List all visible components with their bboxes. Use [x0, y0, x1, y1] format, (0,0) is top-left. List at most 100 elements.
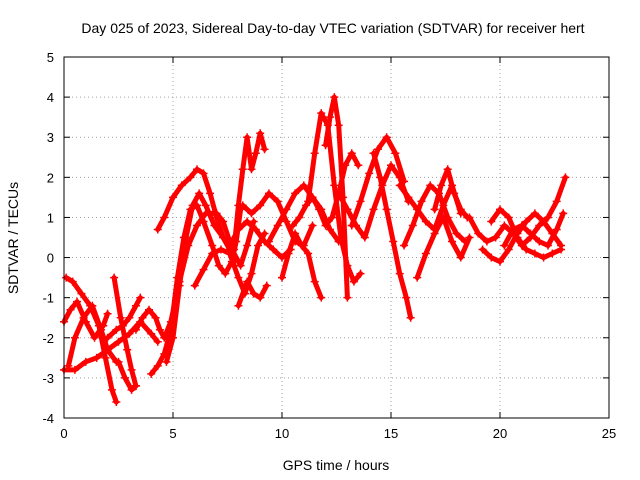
x-tick-label: 20	[493, 426, 507, 441]
data-point	[437, 181, 446, 190]
data-point	[530, 209, 539, 218]
data-point	[175, 281, 184, 290]
data-point	[334, 189, 343, 198]
data-point	[243, 241, 252, 250]
data-point	[301, 201, 310, 210]
data-point	[282, 217, 291, 226]
series-trace	[116, 359, 139, 393]
data-point	[526, 229, 535, 238]
data-series	[60, 93, 570, 406]
data-point	[131, 381, 140, 390]
data-point	[354, 161, 363, 170]
data-point	[216, 245, 225, 254]
data-point	[404, 193, 413, 202]
data-point	[243, 217, 252, 226]
data-point	[552, 225, 561, 234]
series-sat-e	[103, 293, 145, 342]
data-point	[382, 205, 391, 214]
data-point	[127, 385, 136, 394]
data-point	[238, 201, 247, 210]
y-tick-label: 2	[47, 170, 54, 185]
data-point	[81, 357, 90, 366]
data-point	[315, 205, 324, 214]
series-sat-af	[500, 209, 568, 250]
data-point	[299, 181, 308, 190]
y-tick-label: 0	[47, 251, 54, 266]
data-point	[308, 221, 317, 230]
data-point	[208, 241, 217, 250]
data-point	[243, 133, 252, 142]
data-point	[131, 301, 140, 310]
series-trace	[414, 214, 472, 281]
data-point	[199, 265, 208, 274]
data-point	[177, 181, 186, 190]
data-point	[443, 165, 452, 174]
data-point	[92, 353, 101, 362]
series-sat-x	[369, 149, 415, 322]
data-point	[500, 221, 509, 230]
data-point	[112, 397, 121, 406]
data-point	[291, 229, 300, 238]
data-point	[430, 229, 439, 238]
x-tick-label: 15	[384, 426, 398, 441]
data-point	[552, 197, 561, 206]
data-point	[408, 221, 417, 230]
data-point	[456, 205, 465, 214]
x-tick-label: 0	[60, 426, 67, 441]
series-sat-d	[64, 301, 121, 370]
data-point	[504, 213, 513, 222]
data-point	[543, 213, 552, 222]
y-tick-label: -4	[42, 411, 54, 426]
data-point	[160, 213, 169, 222]
series-trace	[192, 231, 268, 297]
data-point	[347, 221, 356, 230]
data-point	[219, 233, 228, 242]
data-point	[360, 233, 369, 242]
data-point	[125, 313, 134, 322]
data-point	[123, 345, 132, 354]
data-point	[291, 189, 300, 198]
y-axis-label: SDTVAR / TECUs	[5, 182, 21, 294]
data-point	[107, 385, 116, 394]
data-point	[349, 277, 358, 286]
data-point	[330, 93, 339, 102]
data-point	[264, 237, 273, 246]
data-point	[496, 257, 504, 266]
y-tick-label: -2	[42, 331, 54, 346]
data-point	[500, 241, 509, 250]
data-point	[234, 301, 243, 310]
data-point	[450, 189, 459, 198]
data-point	[491, 233, 500, 242]
data-point	[417, 197, 426, 206]
data-point	[557, 245, 566, 254]
data-point	[321, 221, 330, 230]
y-tick-label: -3	[42, 371, 54, 386]
data-point	[77, 289, 86, 298]
data-point	[343, 205, 352, 214]
data-point	[147, 329, 156, 338]
data-point	[496, 205, 504, 214]
data-point	[522, 245, 531, 254]
data-point	[116, 313, 125, 322]
data-point	[206, 189, 215, 198]
data-point	[114, 357, 123, 366]
y-tick-label: 5	[47, 50, 54, 65]
x-tick-label: 25	[602, 426, 616, 441]
data-point	[273, 221, 282, 230]
series-sat-r	[278, 229, 326, 302]
data-point	[121, 373, 130, 382]
data-point	[421, 217, 430, 226]
data-point	[278, 253, 286, 262]
y-tick-label: 3	[47, 130, 54, 145]
data-point	[513, 233, 522, 242]
data-point	[114, 337, 123, 346]
data-point	[509, 225, 518, 234]
series-trace	[227, 219, 294, 261]
data-point	[145, 305, 154, 314]
data-point	[325, 113, 334, 122]
data-point	[188, 201, 197, 210]
series-trace	[432, 166, 470, 220]
data-point	[321, 141, 330, 150]
data-point	[330, 181, 339, 190]
